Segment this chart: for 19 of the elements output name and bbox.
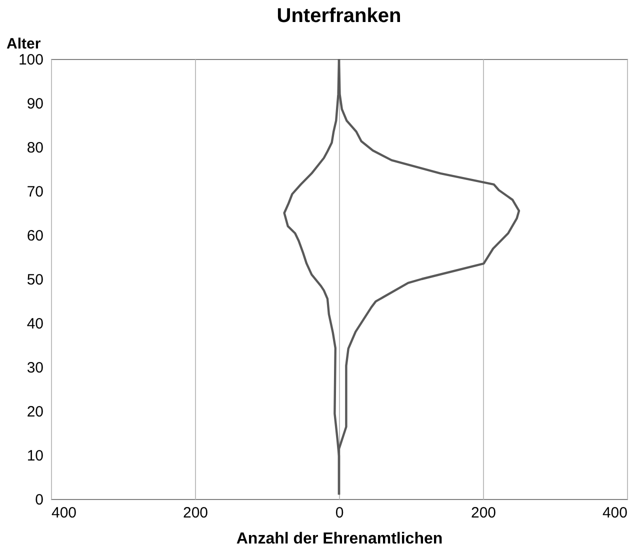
x-tick-label: 400 [52, 504, 77, 522]
chart-title: Unterfranken [276, 5, 402, 27]
x-tick-label: 200 [470, 504, 496, 522]
y-tick-label: 20 [26, 404, 44, 420]
y-tick-label: 60 [26, 228, 44, 244]
x-tick-label: 0 [335, 504, 344, 522]
x-tick-label: 400 [602, 504, 628, 522]
y-tick-label: 0 [35, 492, 44, 508]
y-tick-label: 30 [26, 360, 44, 376]
y-tick-label: 70 [26, 184, 44, 200]
y-tick-label: 90 [26, 96, 44, 112]
y-axis-title: Alter [6, 36, 41, 52]
y-tick-label: 10 [26, 448, 44, 464]
y-tick-label: 40 [26, 316, 44, 332]
y-tick-label: 50 [26, 272, 44, 288]
y-tick-label: 80 [26, 140, 44, 156]
x-tick-label: 200 [182, 504, 208, 522]
x-axis-title: Anzahl der Ehrenamtlichen [236, 530, 443, 548]
y-tick-label: 100 [18, 52, 44, 68]
